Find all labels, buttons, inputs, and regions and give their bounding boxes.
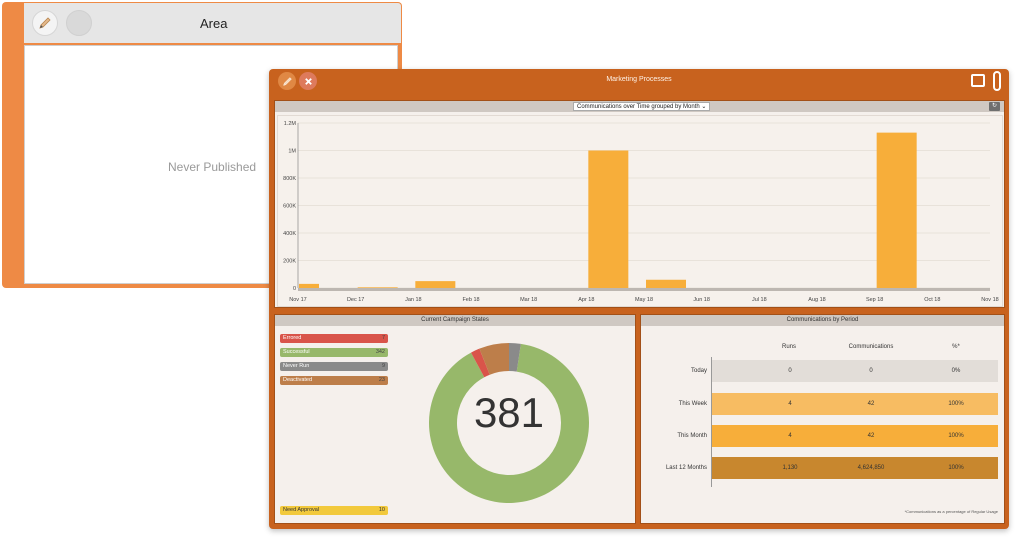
area-window-header: Area (24, 3, 401, 43)
close-icon (304, 77, 312, 85)
period-row[interactable]: 1,130 4,624,850 100% (712, 457, 998, 479)
bar (357, 287, 398, 289)
pencil-icon (282, 76, 292, 86)
scroll-handle[interactable] (993, 71, 1001, 91)
communications-chart-panel: Communications over Time grouped by Mont… (274, 100, 1005, 308)
x-axis (298, 288, 990, 291)
period-pct-cell: 0% (951, 368, 961, 374)
period-runs-cell: 4 (788, 433, 792, 439)
state-row[interactable]: Errored 7 (280, 334, 388, 343)
y-tick-label: 1M (288, 149, 296, 155)
communications-period-panel: Communications by Period Runs Communicat… (640, 314, 1005, 524)
chart-grouping-select[interactable]: Communications over Time grouped by Mont… (573, 102, 711, 111)
period-communications-cell: 42 (867, 401, 875, 407)
period-communications-cell: 0 (869, 368, 873, 374)
period-communications-cell: 42 (867, 433, 875, 439)
period-label: Last 12 Months (665, 465, 707, 471)
state-label: Errored (283, 335, 302, 341)
x-tick-label: Nov 18 (981, 297, 998, 303)
state-count: 23 (378, 377, 385, 383)
x-tick-label: Jan 18 (405, 297, 422, 303)
y-tick-label: 0 (293, 286, 296, 292)
state-label: Deactivated (283, 377, 313, 383)
x-tick-label: Mar 18 (520, 297, 537, 303)
column-header-percent: %* (952, 344, 960, 350)
bar (876, 132, 917, 288)
period-communications-cell: 4,624,850 (857, 465, 885, 471)
state-count: 7 (381, 335, 385, 341)
donut-slice[interactable] (429, 343, 589, 503)
area-edit-button[interactable] (32, 10, 58, 36)
state-row[interactable]: Successful 342 (280, 348, 388, 357)
donut-total: 381 (473, 389, 545, 436)
publish-status: Never Published (168, 160, 257, 174)
x-tick-label: Jun 18 (693, 297, 710, 303)
period-note: *Communications as a percentage of Regul… (904, 509, 998, 514)
x-tick-label: Oct 18 (924, 297, 940, 303)
x-tick-label: Sep 18 (866, 297, 883, 303)
state-label: Never Run (283, 363, 310, 369)
period-pct-cell: 100% (948, 433, 964, 439)
window-title: Marketing Processes (606, 76, 672, 83)
donut-slice[interactable] (509, 343, 521, 372)
x-tick-label: May 18 (635, 297, 653, 303)
state-row[interactable]: Never Run 9 (280, 362, 388, 371)
x-tick-label: Dec 17 (347, 297, 364, 303)
y-tick-label: 800K (283, 176, 296, 182)
donut-slice[interactable] (471, 348, 490, 378)
column-header-communications: Communications (848, 344, 894, 350)
chart-grouping-value: Communications over Time grouped by Mont… (577, 104, 700, 110)
period-panel-title: Communications by Period (641, 315, 1004, 326)
period-row[interactable]: 4 42 100% (712, 393, 998, 415)
state-label: Successful (283, 349, 310, 355)
period-label: This Week (678, 401, 707, 407)
edit-button[interactable] (278, 72, 296, 90)
donut-chart (429, 343, 589, 503)
period-row[interactable]: 4 42 100% (712, 425, 998, 447)
maximize-icon[interactable] (971, 74, 985, 87)
states-panel-title: Current Campaign States (275, 315, 635, 326)
need-approval-count: 10 (378, 507, 385, 513)
period-pct-cell: 100% (948, 465, 964, 471)
y-tick-label: 600K (283, 204, 296, 210)
y-tick-label: 200K (283, 259, 296, 265)
close-button[interactable] (299, 72, 317, 90)
x-tick-label: Nov 17 (289, 297, 306, 303)
campaign-states-panel: Current Campaign States Errored 7 Successf… (274, 314, 636, 524)
bar (415, 281, 456, 288)
period-runs-cell: 1,130 (782, 465, 798, 471)
need-approval-row[interactable]: Need Approval 10 (280, 506, 388, 515)
x-tick-label: Jul 18 (752, 297, 767, 303)
x-tick-label: Aug 18 (808, 297, 825, 303)
period-runs-cell: 4 (788, 401, 792, 407)
period-axis (711, 357, 712, 487)
window-header: Marketing Processes (269, 69, 1009, 93)
bar (299, 283, 319, 288)
need-approval-label: Need Approval (283, 507, 320, 513)
state-count: 342 (375, 349, 385, 355)
period-pct-cell: 100% (948, 401, 964, 407)
donut-slice[interactable] (479, 343, 509, 375)
period-label: This Month (677, 433, 707, 439)
pencil-icon (39, 17, 51, 29)
marketing-processes-window: Marketing Processes Communications over … (269, 69, 1009, 529)
column-header-runs: Runs (781, 344, 796, 350)
chart-area: 0 200K 400K 600K 800K 1M 1.2M Nov 17 Dec 17 Jan 1… (277, 115, 1003, 307)
x-tick-label: Apr 18 (578, 297, 594, 303)
bar (646, 279, 686, 288)
period-label: Today (690, 368, 707, 374)
bar (588, 150, 629, 288)
state-row[interactable]: Deactivated 23 (280, 376, 388, 385)
y-tick-label: 1.2M (284, 121, 297, 127)
area-secondary-button[interactable] (66, 10, 92, 36)
refresh-icon[interactable]: ↻ (989, 102, 1000, 111)
state-count: 9 (381, 363, 385, 369)
y-tick-label: 400K (283, 231, 296, 237)
area-window-title: Area (200, 16, 228, 31)
period-row[interactable]: 0 0 0% (712, 360, 998, 382)
bar-chart: 0 200K 400K 600K 800K 1M 1.2M Nov 17 Dec 17 Jan 1… (283, 121, 999, 303)
period-runs-cell: 0 (788, 368, 792, 374)
x-tick-label: Feb 18 (462, 297, 479, 303)
